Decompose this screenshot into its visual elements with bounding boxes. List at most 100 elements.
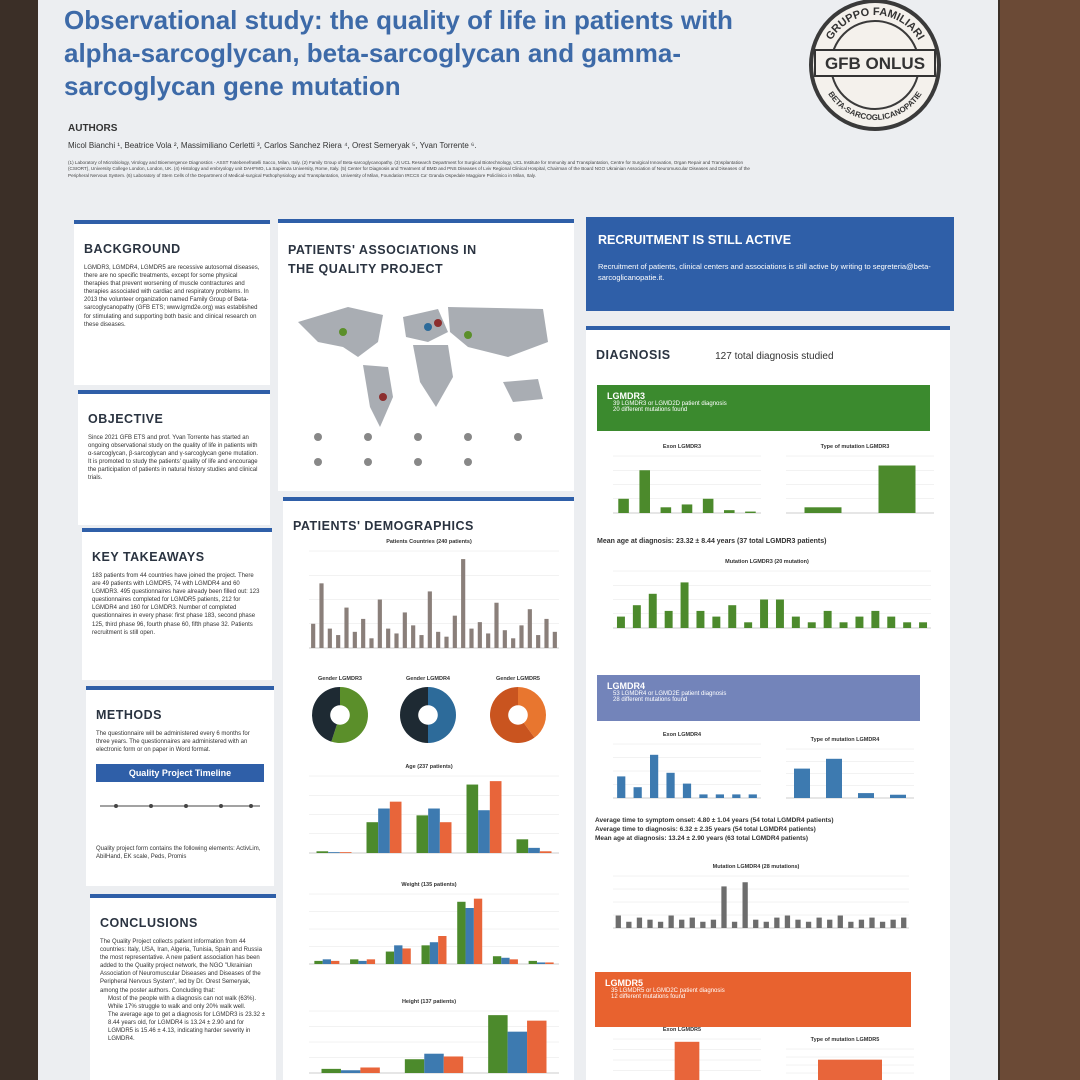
bar	[436, 631, 441, 648]
bar	[331, 960, 340, 964]
bar	[805, 921, 812, 928]
bar	[680, 582, 689, 628]
world-map	[298, 306, 548, 466]
bar	[452, 615, 457, 648]
bar	[871, 610, 880, 628]
bar	[794, 768, 810, 798]
continent	[363, 364, 393, 427]
section-title: PATIENTS' DEMOGRAPHICS	[293, 519, 474, 533]
map-pin	[464, 330, 472, 339]
bar	[358, 960, 367, 964]
continent	[503, 378, 543, 402]
band-title: LGMDR4	[607, 681, 645, 691]
authors-label: AUTHORS	[68, 123, 118, 134]
chart: Patients Countries (240 patients)	[309, 539, 559, 649]
recruitment-box: RECRUITMENT IS STILL ACTIVE Recruitment …	[586, 217, 954, 311]
bar	[360, 1067, 380, 1073]
section-text: LGMDR3, LGMDR4, LGMDR5 are recessive aut…	[84, 265, 260, 328]
bar	[511, 638, 516, 648]
bar	[528, 847, 540, 853]
bar	[443, 1056, 464, 1073]
bar	[848, 921, 854, 928]
continent	[413, 344, 453, 407]
chart-title: Exon LGMDR3	[663, 444, 701, 450]
bar	[421, 945, 430, 964]
bar	[748, 794, 757, 798]
chart: Exon LGMDR5	[613, 1027, 761, 1080]
bar	[527, 609, 532, 648]
bar	[486, 633, 491, 648]
bar	[837, 915, 843, 928]
bar	[385, 951, 395, 964]
bar	[636, 917, 643, 928]
section-title: KEY TAKEAWAYS	[92, 550, 205, 564]
bar	[366, 822, 379, 853]
band-point: 35 LGMDR5 or LGMD2C patient diagnosis	[611, 988, 725, 994]
bar	[696, 610, 705, 628]
bar	[438, 936, 447, 964]
section-title: OBJECTIVE	[88, 412, 164, 426]
timeline-dot	[219, 804, 223, 809]
bar	[352, 631, 357, 648]
bar	[477, 622, 482, 648]
bar	[411, 625, 416, 648]
chart-title: Gender LGMDR4	[406, 676, 451, 682]
chart-title: Patients Countries (240 patients)	[386, 539, 472, 545]
section-title: BACKGROUND	[84, 242, 181, 256]
bar	[419, 635, 424, 648]
bar	[444, 636, 449, 648]
logo-banner	[814, 49, 936, 77]
chart-title: Type of mutation LGMDR5	[811, 1037, 880, 1043]
lgmdr3-band: LGMDR3 39 LGMDR3 or LGMD2D patient diagn…	[597, 385, 930, 431]
bar	[316, 851, 329, 853]
map-pin	[339, 327, 347, 336]
bar	[507, 1031, 528, 1073]
bar	[494, 602, 499, 648]
chart: Height (137 patients)	[309, 999, 559, 1074]
chart-title: Gender LGMDR5	[496, 676, 540, 682]
bar	[775, 599, 784, 628]
band-point: 20 different mutations found	[613, 407, 688, 413]
bar	[369, 638, 374, 648]
chart: Exon LGMDR3	[613, 444, 761, 514]
section-text: Recruitment of patients, clinical center…	[598, 262, 931, 283]
bar	[327, 628, 332, 648]
bar	[791, 616, 800, 628]
bar	[366, 959, 376, 964]
legend-icons	[314, 432, 522, 466]
bar	[901, 917, 907, 928]
key-box: KEY TAKEAWAYS 183 patients from 44 count…	[82, 528, 272, 680]
bar	[731, 921, 738, 928]
bar	[700, 921, 706, 928]
bar	[710, 919, 717, 928]
bar	[439, 822, 452, 853]
bar	[457, 901, 466, 964]
bar	[536, 962, 546, 964]
band-title: LGMDR3	[607, 391, 645, 401]
bar	[827, 919, 833, 928]
bar	[350, 959, 359, 964]
bar	[858, 919, 865, 928]
bar	[466, 784, 479, 853]
chart: Age (237 patients)	[309, 764, 559, 854]
pie-hole	[418, 705, 438, 725]
band-point: 53 LGMDR4 or LGMD2E patient diagnosis	[613, 691, 727, 697]
associations-box: PATIENTS' ASSOCIATIONS IN THE QUALITY PR…	[278, 219, 574, 491]
chart: Type of mutation LGMDR4	[786, 737, 914, 799]
chart-title: Type of mutation LGMDR4	[811, 737, 881, 743]
bar	[807, 622, 816, 628]
section-title: RECRUITMENT IS STILL ACTIVE	[598, 233, 792, 247]
title: Observational study: the quality of life…	[64, 5, 733, 102]
stat: Average time to symptom onset: 4.80 ± 1.…	[595, 817, 834, 824]
bar	[890, 794, 906, 798]
bar	[869, 917, 875, 928]
bar	[774, 917, 780, 928]
bar	[633, 787, 642, 798]
chart-title: Mutation LGMDR3 (20 mutation)	[725, 559, 809, 565]
bullet: The average age to get a diagnosis for L…	[108, 1011, 266, 1043]
bar	[784, 915, 791, 928]
bar	[527, 1020, 547, 1073]
methods-footer: Quality project form contains the follow…	[96, 846, 261, 861]
bar	[639, 470, 650, 513]
bar	[689, 917, 695, 928]
